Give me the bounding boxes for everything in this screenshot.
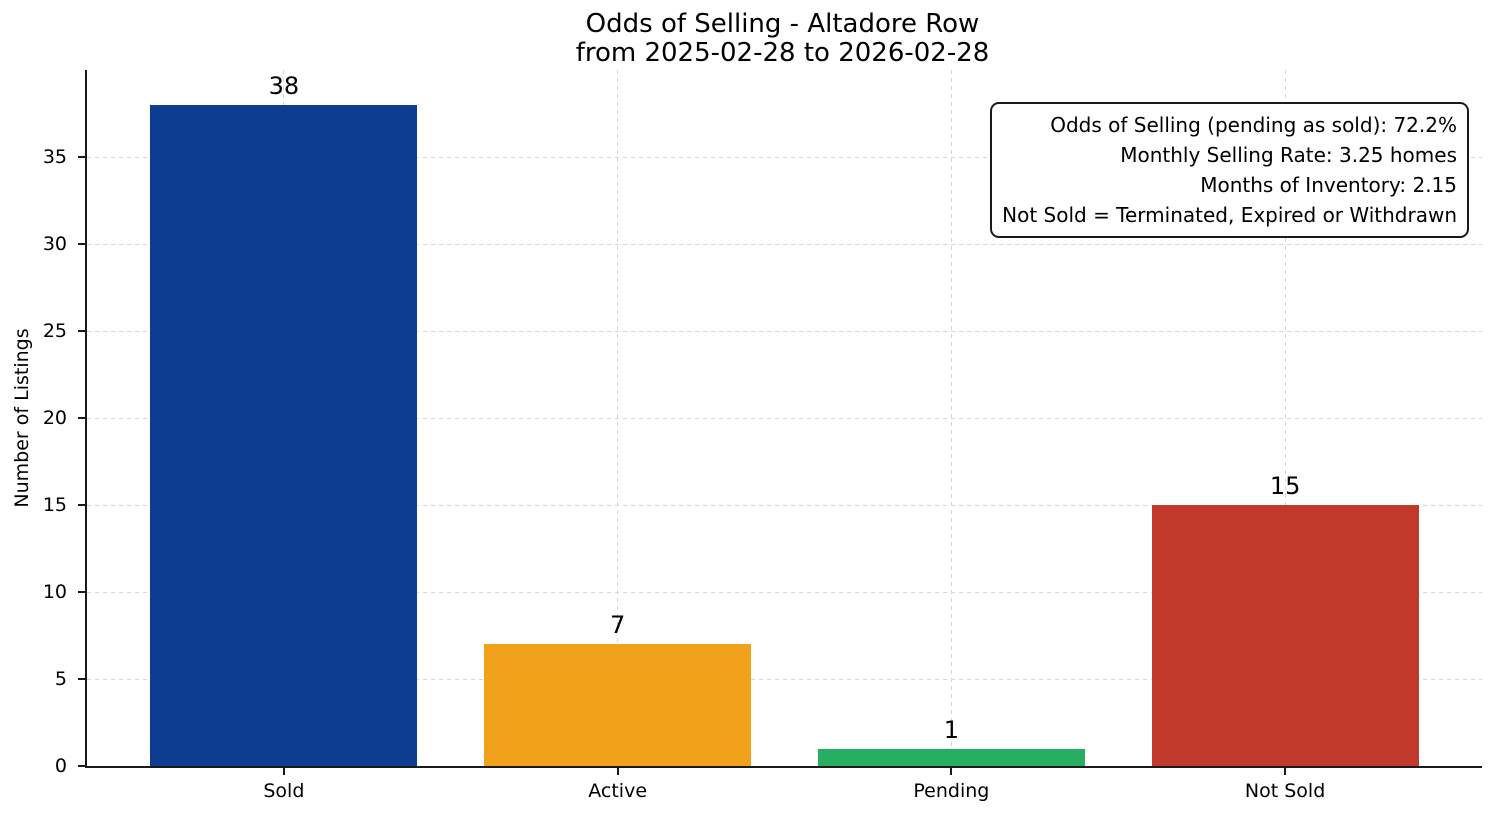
x-tick-label-not-sold: Not Sold <box>1244 780 1326 802</box>
stats-annotation-box: Odds of Selling (pending as sold): 72.2%… <box>990 102 1469 238</box>
annotation-monthly-selling-rate: Monthly Selling Rate: 3.25 homes <box>1120 143 1457 167</box>
y-tick-label: 0 <box>54 755 67 777</box>
y-tick-label: 10 <box>42 581 67 603</box>
vertical-gridline <box>1284 70 1286 766</box>
chart-title: Odds of Selling - Altadore Row <box>585 9 980 39</box>
x-tick-label-sold: Sold <box>263 780 305 802</box>
x-tick-mark <box>282 768 285 775</box>
y-tick-mark <box>78 765 85 767</box>
horizontal-gridline <box>87 330 1482 332</box>
plot-area: 0 5 10 15 20 25 30 35 38 Sold 7 Active 1 Pending 15 Not… <box>43 70 1482 802</box>
y-tick-mark <box>78 243 85 245</box>
y-tick-label: 20 <box>42 407 67 429</box>
y-tick-mark <box>78 504 85 506</box>
vertical-gridline <box>950 70 952 766</box>
bar-value-not-sold: 15 <box>1269 472 1301 500</box>
horizontal-gridline <box>87 243 1482 245</box>
bar-active <box>484 644 752 766</box>
y-tick-label: 15 <box>42 494 67 516</box>
y-tick-mark <box>78 591 85 593</box>
x-tick-mark <box>950 768 953 775</box>
y-tick-label: 35 <box>42 146 67 168</box>
x-tick-label-pending: Pending <box>913 780 990 802</box>
y-tick-label: 30 <box>42 233 67 255</box>
bar-value-sold: 38 <box>268 71 300 100</box>
y-axis-label: Number of Listings <box>11 328 33 508</box>
y-tick-mark <box>78 678 85 680</box>
chart-subtitle: from 2025-02-28 to 2026-02-28 <box>575 38 990 68</box>
horizontal-gridline <box>87 678 1482 680</box>
x-tick-label-active: Active <box>588 780 648 802</box>
y-tick-mark <box>78 156 85 158</box>
annotation-odds-of-selling: Odds of Selling (pending as sold): 72.2% <box>1050 113 1457 137</box>
horizontal-gridline <box>87 591 1482 593</box>
y-tick-label: 25 <box>42 320 67 342</box>
y-tick-label: 5 <box>54 668 67 690</box>
vertical-gridline <box>617 70 619 766</box>
annotation-months-of-inventory: Months of Inventory: 2.15 <box>1200 173 1457 197</box>
bar-value-active: 7 <box>609 611 626 640</box>
y-tick-mark <box>78 330 85 332</box>
bar-value-pending: 1 <box>943 715 959 744</box>
annotation-not-sold-definition: Not Sold = Terminated, Expired or Withdr… <box>1002 203 1457 227</box>
chart-title-block: Odds of Selling - Altadore Row from 2025… <box>85 10 1480 68</box>
bar-sold <box>150 104 418 766</box>
horizontal-gridline <box>87 156 1482 158</box>
bar-pending <box>817 748 1085 766</box>
x-tick-mark <box>616 768 619 775</box>
y-tick-mark <box>78 417 85 419</box>
bar-not-sold <box>1151 505 1419 766</box>
x-tick-mark <box>1284 768 1287 775</box>
horizontal-gridline <box>87 417 1482 419</box>
horizontal-gridline <box>87 504 1482 506</box>
